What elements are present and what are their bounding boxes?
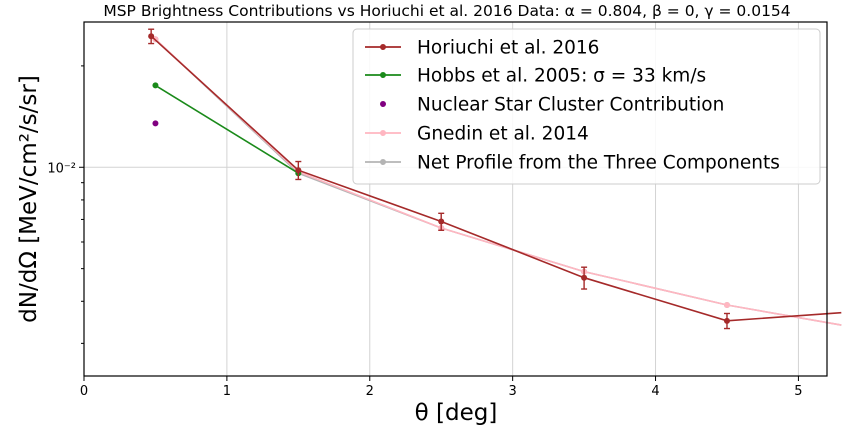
- series-2: [152, 120, 159, 127]
- legend-marker: [380, 72, 386, 78]
- x-tick-label: 1: [223, 384, 231, 399]
- legend-marker: [380, 101, 386, 107]
- legend-entry: Gnedin et al. 2014: [365, 124, 589, 145]
- legend-entry: Nuclear Star Cluster Contribution: [380, 95, 724, 116]
- series-line: [150, 35, 842, 322]
- legend-entry: Net Profile from the Three Components: [365, 153, 780, 174]
- data-point: [295, 167, 302, 174]
- y-axis-label: dN/dΩ [MeV/cm²/s/sr]: [16, 75, 42, 323]
- data-point: [723, 317, 730, 324]
- y-tick-label: 10⁻²: [47, 161, 76, 176]
- legend-entry: Horiuchi et al. 2016: [365, 38, 599, 59]
- chart-title: MSP Brightness Contributions vs Horiuchi…: [103, 2, 790, 20]
- data-point: [148, 33, 155, 40]
- x-axis-label: θ [deg]: [415, 400, 498, 426]
- legend-marker: [380, 44, 386, 50]
- legend-label: Nuclear Star Cluster Contribution: [417, 95, 724, 116]
- x-tick-label: 5: [794, 384, 802, 399]
- legend-marker: [380, 130, 386, 136]
- x-tick-label: 3: [509, 384, 517, 399]
- x-tick-label: 0: [80, 384, 88, 399]
- x-tick-label: 2: [366, 384, 374, 399]
- series-0: [148, 28, 842, 330]
- x-tick-label: 4: [651, 384, 659, 399]
- series-line: [154, 84, 299, 174]
- legend-label: Gnedin et al. 2014: [417, 124, 589, 145]
- legend-label: Net Profile from the Three Components: [417, 153, 780, 174]
- legend: Horiuchi et al. 2016 Hobbs et al. 2005: σ…: [352, 28, 821, 185]
- legend-entry: Hobbs et al. 2005: σ = 33 km/s: [365, 66, 706, 87]
- legend-box: [352, 28, 821, 185]
- data-point: [438, 218, 445, 225]
- data-series: [148, 28, 842, 330]
- legend-label: Horiuchi et al. 2016: [417, 38, 599, 59]
- data-point: [152, 120, 159, 127]
- data-point: [581, 274, 588, 281]
- data-point: [723, 301, 730, 308]
- axis-ticks: 0 1 2 3 4 5 10⁻²: [47, 65, 803, 399]
- legend-marker: [380, 159, 386, 165]
- data-point: [152, 82, 159, 89]
- y-axis-label-text: dN/dΩ [MeV/cm²/s/sr]: [16, 75, 42, 323]
- plot-frame: [83, 21, 828, 377]
- legend-label: Hobbs et al. 2005: σ = 33 km/s: [417, 66, 706, 87]
